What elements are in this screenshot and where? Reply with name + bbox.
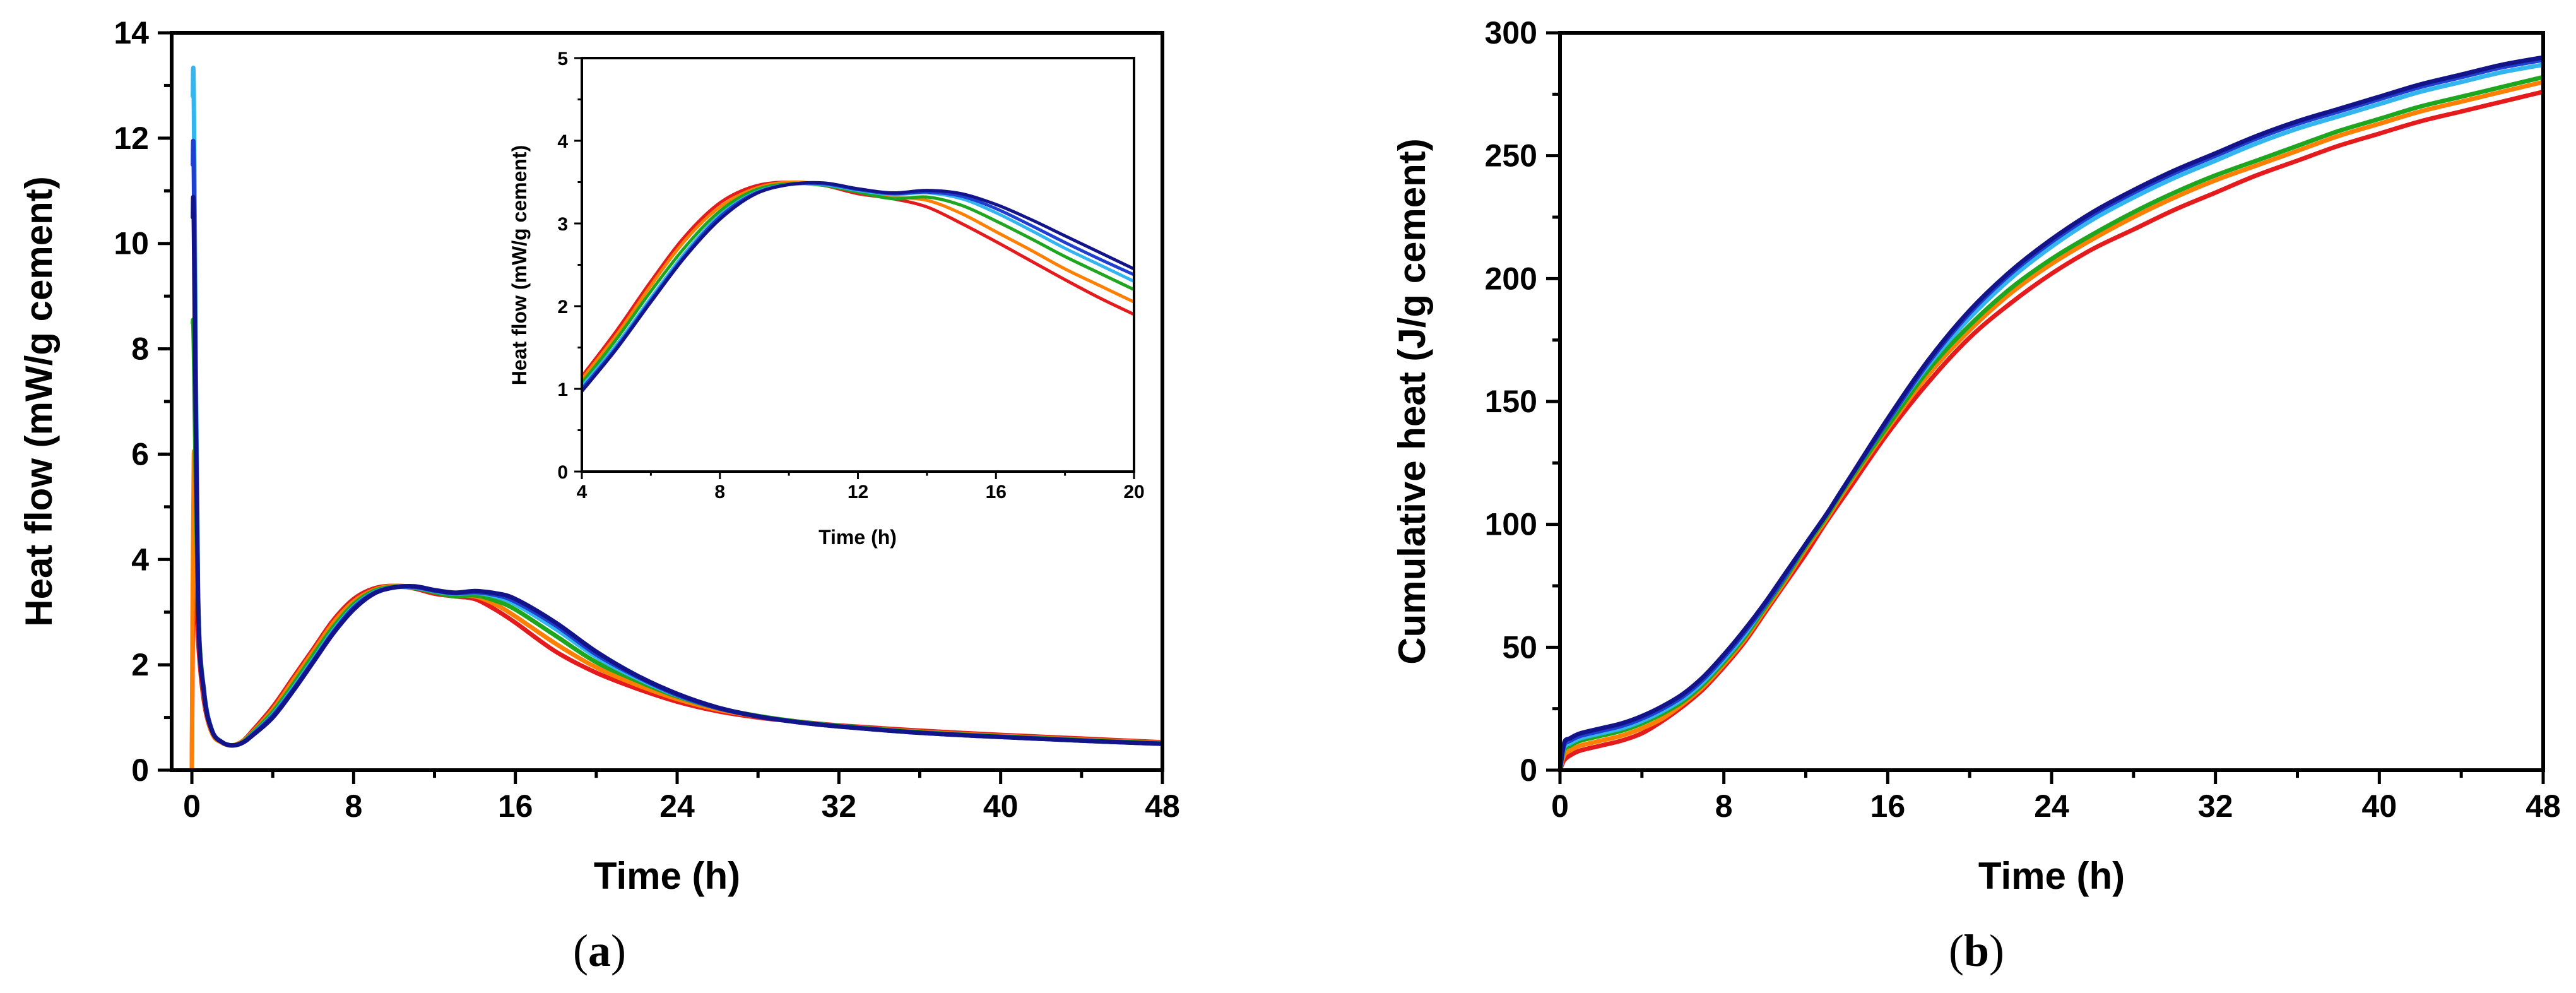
panel-b-y-tick-label: 300: [1485, 15, 1537, 51]
panel-a-x-tick-label: 0: [183, 788, 201, 824]
panel-b-x-tick-label: 8: [1715, 788, 1733, 824]
panel-a-x-tick-label: 32: [822, 788, 857, 824]
panel-b-y-tick-label: 50: [1502, 629, 1537, 665]
panel-a-y-tick-label: 14: [114, 15, 149, 51]
panel-a-label: (a): [573, 925, 626, 976]
inset-y-axis-label: Heat flow (mW/g cement): [508, 145, 531, 385]
panel-b-series-navy: [1560, 55, 2543, 770]
inset-series-group: [582, 180, 1134, 393]
panel-a-y-tick-label: 2: [131, 647, 149, 682]
panel-b-x-axis-label: Time (h): [1978, 855, 2125, 897]
panel-a-y-tick-label: 8: [131, 331, 149, 367]
panel-a-y-tick-label: 0: [131, 752, 149, 788]
panel-b-y-tick-label: 150: [1485, 384, 1537, 419]
inset-y-tick-label: 1: [557, 379, 568, 400]
panel-b-label: (b): [1949, 925, 2004, 976]
inset-y-tick-label: 4: [557, 131, 568, 152]
panel-b-series-orange: [1560, 80, 2543, 770]
panel-a-x-tick-label: 24: [659, 788, 695, 824]
panel-a-x-tick-label: 48: [1145, 788, 1180, 824]
inset-x-tick-label: 12: [848, 482, 868, 502]
inset-y-tick-label: 5: [557, 49, 568, 69]
panel-b-series-light-blue: [1560, 62, 2543, 770]
panel-a-series-orange: [189, 449, 1162, 770]
inset-x-tick-label: 16: [986, 482, 1007, 502]
panel-b-x-tick-label: 48: [2526, 788, 2561, 824]
inset-x-tick-label: 8: [714, 482, 725, 502]
panel-a-x-tick-label: 16: [498, 788, 533, 824]
panel-b-y-tick-label: 200: [1485, 261, 1537, 296]
panel-a-series-group: [189, 65, 1162, 770]
panel-b-x-tick-label: 40: [2362, 788, 2397, 824]
inset-x-tick-label: 20: [1123, 482, 1144, 502]
panel-b-series-red: [1560, 89, 2543, 770]
panel-b-x-tick-label: 16: [1870, 788, 1906, 824]
panel-b-y-tick-label: 0: [1520, 752, 1537, 788]
panel-a-y-tick-label: 6: [131, 436, 149, 472]
inset-series-navy: [582, 181, 1134, 393]
inset-y-tick-label: 3: [557, 214, 568, 235]
panel-b-plot-frame: [1558, 31, 2545, 772]
inset-x-axis-label: Time (h): [818, 526, 897, 549]
panel-a-letter: a: [588, 925, 611, 976]
panel-a-x-tick-label: 8: [345, 788, 362, 824]
panel-b-ticks: 0 8 16 24 32 40 48 0 50 100 150 200 250 300: [1485, 15, 2561, 824]
inset-y-tick-label: 0: [557, 462, 568, 483]
panel-b-x-tick-label: 32: [2198, 788, 2233, 824]
inset-x-tick-label: 4: [577, 482, 588, 502]
panel-a-x-tick-label: 40: [983, 788, 1019, 824]
panel-b-series-blue: [1560, 57, 2543, 770]
panel-a-series-navy: [191, 194, 1162, 748]
panel-a-x-axis-label: Time (h): [594, 855, 740, 897]
panel-b-y-tick-label: 250: [1485, 138, 1537, 174]
panel-b-y-tick-label: 100: [1485, 507, 1537, 542]
panel-b-y-axis-label: Cumulative heat (J/g cement): [1391, 138, 1433, 665]
panel-a-y-tick-label: 12: [114, 121, 149, 156]
panel-a-y-tick-label: 10: [114, 226, 149, 261]
panel-b-letter: b: [1964, 925, 1989, 976]
panel-b-x-tick-label: 0: [1551, 788, 1569, 824]
panel-b-x-tick-label: 24: [2034, 788, 2069, 824]
inset-y-tick-label: 2: [557, 297, 568, 318]
panel-b-series-green: [1560, 74, 2543, 770]
panel-a-y-tick-label: 4: [131, 542, 149, 577]
panel-b-series-group: [1560, 55, 2543, 770]
panel-a-y-axis-label: Heat flow (mW/g cement): [18, 176, 60, 626]
